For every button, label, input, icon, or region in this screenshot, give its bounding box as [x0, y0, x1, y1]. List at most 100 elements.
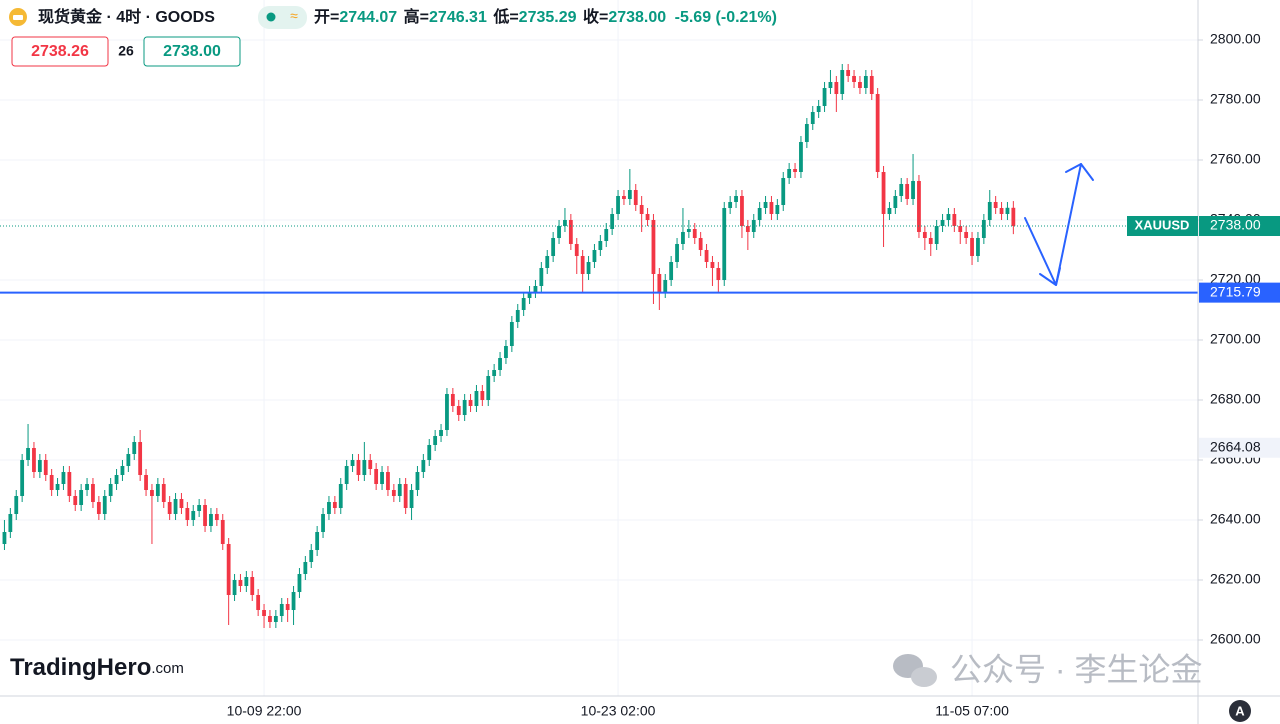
candle-body — [940, 219, 945, 226]
candle-body — [834, 81, 839, 94]
y-tick-label: 2780.00 — [1210, 91, 1261, 107]
y-tick-label: 2620.00 — [1210, 571, 1261, 587]
candle-body — [663, 279, 668, 292]
candle-body — [946, 213, 951, 220]
candle-body — [356, 459, 361, 475]
price-tag-label: 2738.00 — [1210, 217, 1261, 233]
candle-body — [592, 249, 597, 262]
candle-body — [498, 357, 502, 370]
candle-body — [55, 483, 60, 490]
value: 2746.31 — [429, 9, 487, 26]
candle-body — [993, 201, 998, 208]
candle-body — [598, 240, 603, 250]
candle-body — [952, 213, 957, 226]
candle-body — [633, 189, 638, 205]
candle-body — [970, 237, 974, 256]
candle-body — [704, 249, 709, 262]
candle-body — [374, 468, 379, 484]
candle-body — [96, 501, 101, 514]
candle-body — [858, 81, 862, 88]
symbol-title: 现货黄金 · 4时 · GOODS — [38, 7, 215, 26]
candle-body — [840, 69, 845, 94]
candle-body — [327, 501, 331, 514]
sell-button[interactable] — [11, 36, 109, 67]
label: 收= — [583, 7, 608, 26]
y-tick-label: 2680.00 — [1210, 391, 1261, 407]
candle-body — [439, 429, 443, 436]
candle-body — [450, 393, 455, 406]
candle-body — [828, 81, 833, 88]
candle-body — [386, 471, 390, 490]
candle-body — [321, 513, 325, 532]
x-tick-label: 10-09 22:00 — [227, 703, 302, 719]
brand-suffix: .com — [151, 660, 184, 677]
buy-button[interactable] — [143, 36, 241, 67]
candle-body — [557, 225, 561, 238]
candle-body — [686, 228, 691, 232]
candle-body — [964, 231, 969, 238]
auto-scale-button[interactable] — [1229, 700, 1251, 722]
candle-body — [521, 297, 526, 310]
candle-body — [138, 441, 143, 475]
candle-body — [893, 195, 898, 208]
candle-body — [102, 495, 107, 514]
candle-body — [887, 207, 892, 214]
candle-body — [173, 498, 178, 514]
candle-body — [244, 576, 249, 586]
candle-body — [793, 168, 797, 172]
candle-body — [421, 459, 426, 472]
candle-body — [120, 465, 125, 475]
symbol-tag — [1127, 215, 1198, 236]
candle-body — [958, 225, 963, 232]
candle-body — [43, 459, 48, 475]
plot-area — [0, 0, 1198, 696]
candle-body — [344, 465, 349, 484]
candle-body — [863, 75, 868, 88]
candle-body — [999, 207, 1004, 214]
candle-body — [456, 405, 461, 415]
price-tag — [1199, 437, 1280, 458]
candle-body — [675, 243, 679, 262]
label: 高= — [404, 7, 429, 26]
candle-body — [515, 309, 520, 322]
candle-body — [769, 201, 774, 214]
candle-body — [238, 579, 243, 586]
candle-body — [185, 507, 190, 520]
brand: TradingHero — [10, 654, 151, 681]
candle-body — [869, 75, 874, 94]
candle-body — [368, 459, 373, 469]
candle-body — [474, 390, 479, 406]
candle-body — [8, 513, 13, 532]
account-watermark: 公众号 · 李生论金 — [950, 651, 1202, 687]
candle-body — [256, 594, 261, 610]
candle-body — [669, 261, 674, 280]
candle-body — [332, 501, 337, 508]
candle-body — [492, 369, 497, 376]
candle-body — [209, 513, 213, 526]
status-pill[interactable] — [258, 6, 307, 29]
candle-body — [49, 474, 54, 490]
label: 开= — [314, 8, 339, 26]
candle-body — [574, 243, 579, 256]
candle-body — [20, 459, 25, 496]
status-dot — [266, 12, 276, 22]
candle-body — [268, 615, 272, 622]
candle-body — [445, 393, 449, 430]
candle-body — [1005, 207, 1010, 214]
ohlc-legend: 开=2744.07 高=2746.31 低=2735.29 收=2738.00 … — [314, 7, 777, 26]
candle-body — [279, 603, 284, 616]
candle-body — [875, 93, 880, 172]
candle-body — [616, 195, 620, 214]
y-tick-label: 2800.00 — [1210, 31, 1261, 47]
candle-body — [504, 345, 508, 358]
candle-body — [810, 111, 815, 124]
candle-body — [804, 123, 809, 142]
candle-body — [161, 483, 166, 502]
candle-body — [645, 213, 650, 220]
candle-body — [214, 513, 219, 520]
candle-body — [728, 201, 733, 208]
y-tick-label: 2600.00 — [1210, 631, 1261, 647]
candle-body — [846, 69, 851, 76]
bubble — [911, 667, 937, 687]
candle-body — [32, 447, 36, 472]
